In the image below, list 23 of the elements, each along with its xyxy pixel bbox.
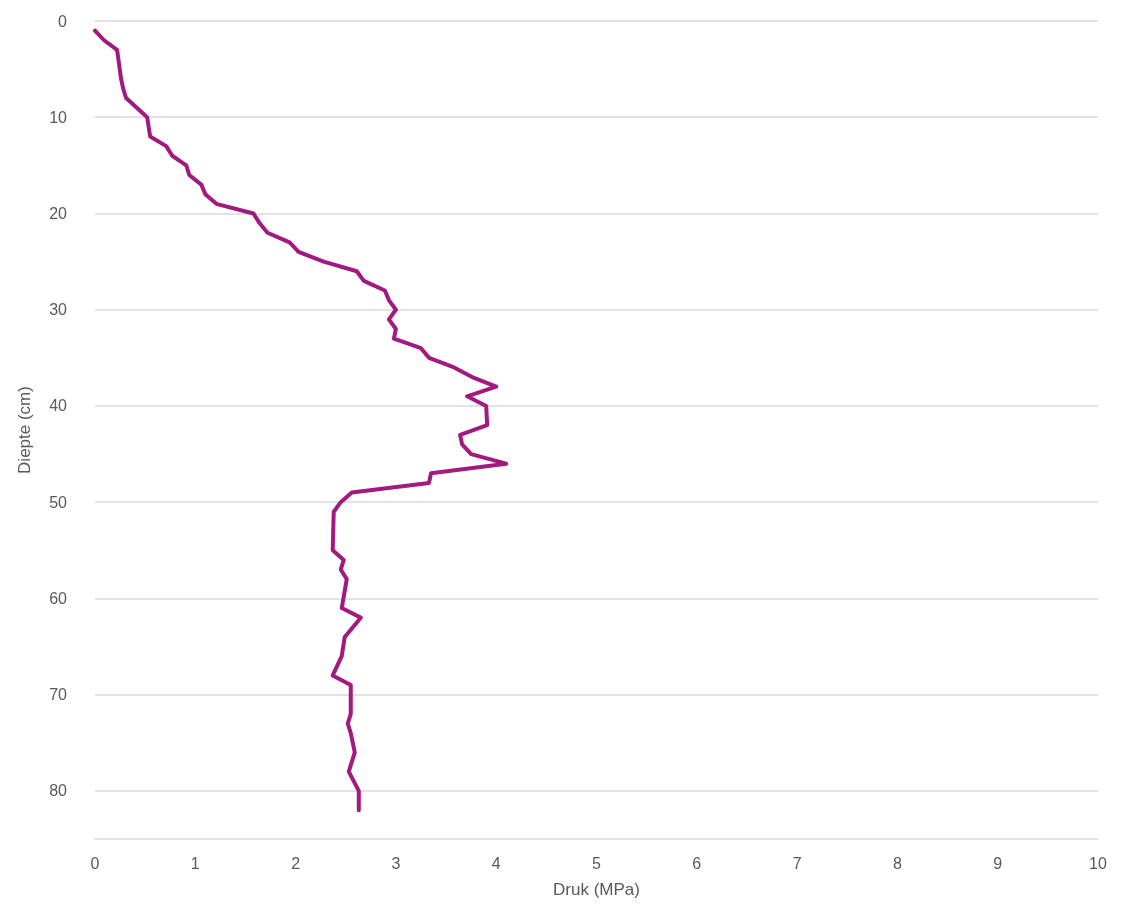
y-tick-label: 30 (49, 301, 68, 319)
y-tick-label: 0 (58, 12, 68, 30)
y-tick-label: 50 (49, 493, 68, 511)
y-tick-label: 20 (49, 204, 68, 222)
y-tick-label: 60 (49, 589, 68, 607)
x-tick-label: 1 (190, 854, 200, 872)
y-axis-title: Diepte (cm) (15, 386, 34, 474)
y-tick-label: 70 (49, 686, 68, 704)
x-tick-label: 7 (792, 854, 802, 872)
x-tick-label: 6 (692, 854, 702, 872)
y-tick-label: 10 (49, 108, 68, 126)
y-tick-label: 80 (49, 782, 68, 800)
x-tick-label: 5 (592, 854, 602, 872)
line-series (93, 28, 509, 813)
x-tick-label: 2 (291, 854, 301, 872)
x-tick-label: 3 (391, 854, 401, 872)
x-tick-label: 0 (90, 854, 100, 872)
x-tick-label: 4 (491, 854, 501, 872)
x-tick-label: 10 (1089, 854, 1107, 872)
x-tick-label: 8 (892, 854, 902, 872)
x-axis-title: Druk (MPa) (553, 880, 640, 899)
y-tick-label: 40 (49, 397, 68, 415)
x-tick-label: 9 (993, 854, 1003, 872)
